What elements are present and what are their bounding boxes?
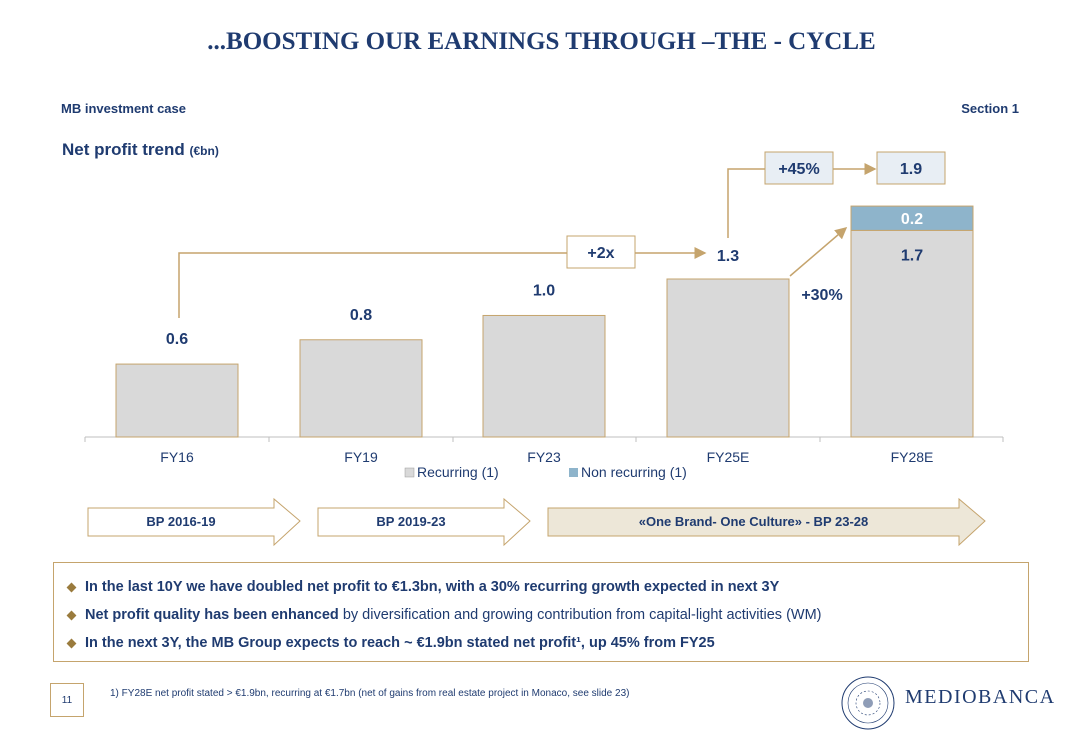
business-plan-arrow <box>317 497 531 547</box>
growth-arrow <box>789 227 848 277</box>
bullet-text: by diversification and growing contribut… <box>338 607 822 623</box>
section-number: Section 1 <box>961 101 1019 116</box>
page-title: ...BOOSTING OUR EARNINGS THROUGH –THE - … <box>207 28 876 55</box>
bullet-item: In the last 10Y we have doubled net prof… <box>66 573 1016 601</box>
bullet-bold-text: In the last 10Y we have doubled net prof… <box>85 579 780 595</box>
legend-label-non-recurring: Non recurring (1) <box>581 464 687 480</box>
business-plan-label: «One Brand- One Culture» - BP 23-28 <box>639 514 869 529</box>
x-tick-label: FY28E <box>891 449 934 465</box>
data-label: 1.3 <box>717 248 739 265</box>
x-tick-label: FY19 <box>344 449 378 465</box>
bullet-bold-text: Net profit quality has been enhanced <box>85 607 339 623</box>
growth-box <box>566 235 636 269</box>
bullet-item: In the next 3Y, the MB Group expects to … <box>66 629 1016 657</box>
bar-recurring <box>115 363 239 438</box>
data-label: 0.6 <box>166 331 188 348</box>
key-messages-box: In the last 10Y we have doubled net prof… <box>53 562 1029 662</box>
bar-non-recurring <box>850 205 974 231</box>
chart-title-unit: (€bn) <box>189 144 219 158</box>
diamond-bullet-icon <box>66 610 77 620</box>
footnote: 1) FY28E net profit stated > €1.9bn, rec… <box>110 688 630 699</box>
data-label: 0.8 <box>350 307 372 324</box>
data-label: 1.0 <box>533 282 555 299</box>
mediobanca-seal-icon <box>841 676 895 730</box>
bar-recurring <box>299 339 423 438</box>
diamond-bullet-icon <box>66 582 77 592</box>
growth-label-30: +30% <box>801 287 842 304</box>
business-plan-label: BP 2019-23 <box>376 514 445 529</box>
business-plan-arrow <box>547 497 986 547</box>
chart-title-main: Net profit trend <box>62 140 185 159</box>
legend-swatch-recurring <box>404 467 415 478</box>
growth-connector <box>178 252 567 318</box>
growth-connector <box>727 168 765 238</box>
legend-label-recurring: Recurring (1) <box>417 464 499 480</box>
section-label: MB investment case <box>61 101 186 116</box>
x-tick-label: FY23 <box>527 449 561 465</box>
bullet-item: Net profit quality has been enhanced by … <box>66 601 1016 629</box>
bar-recurring <box>666 278 790 438</box>
net-profit-chart: 0.6 FY16 0.8 FY19 1.0 FY23 1.3 FY25E 0.2 1.7 FY28E… <box>84 151 1004 547</box>
growth-label-2x: +2x <box>587 245 614 262</box>
mediobanca-logo: MEDIOBANCA <box>905 686 1056 708</box>
data-label-non-recurring: 0.2 <box>901 211 923 228</box>
growth-label-45: +45% <box>778 161 819 178</box>
total-label-fy28: 1.9 <box>900 161 922 178</box>
business-plan-label: BP 2016-19 <box>146 514 215 529</box>
total-box <box>876 151 946 185</box>
x-tick-label: FY16 <box>160 449 194 465</box>
legend-swatch-non-recurring <box>569 468 578 477</box>
x-tick-label: FY25E <box>707 449 750 465</box>
page-number: 11 <box>50 683 84 717</box>
bullet-bold-text: In the next 3Y, the MB Group expects to … <box>85 635 715 651</box>
chart-title: Net profit trend (€bn) <box>62 140 219 160</box>
data-label: 1.7 <box>901 247 923 264</box>
bar-recurring <box>482 314 606 438</box>
bar-recurring <box>850 229 974 438</box>
business-plan-arrow <box>87 497 301 547</box>
growth-box <box>764 151 834 185</box>
diamond-bullet-icon <box>66 638 77 648</box>
